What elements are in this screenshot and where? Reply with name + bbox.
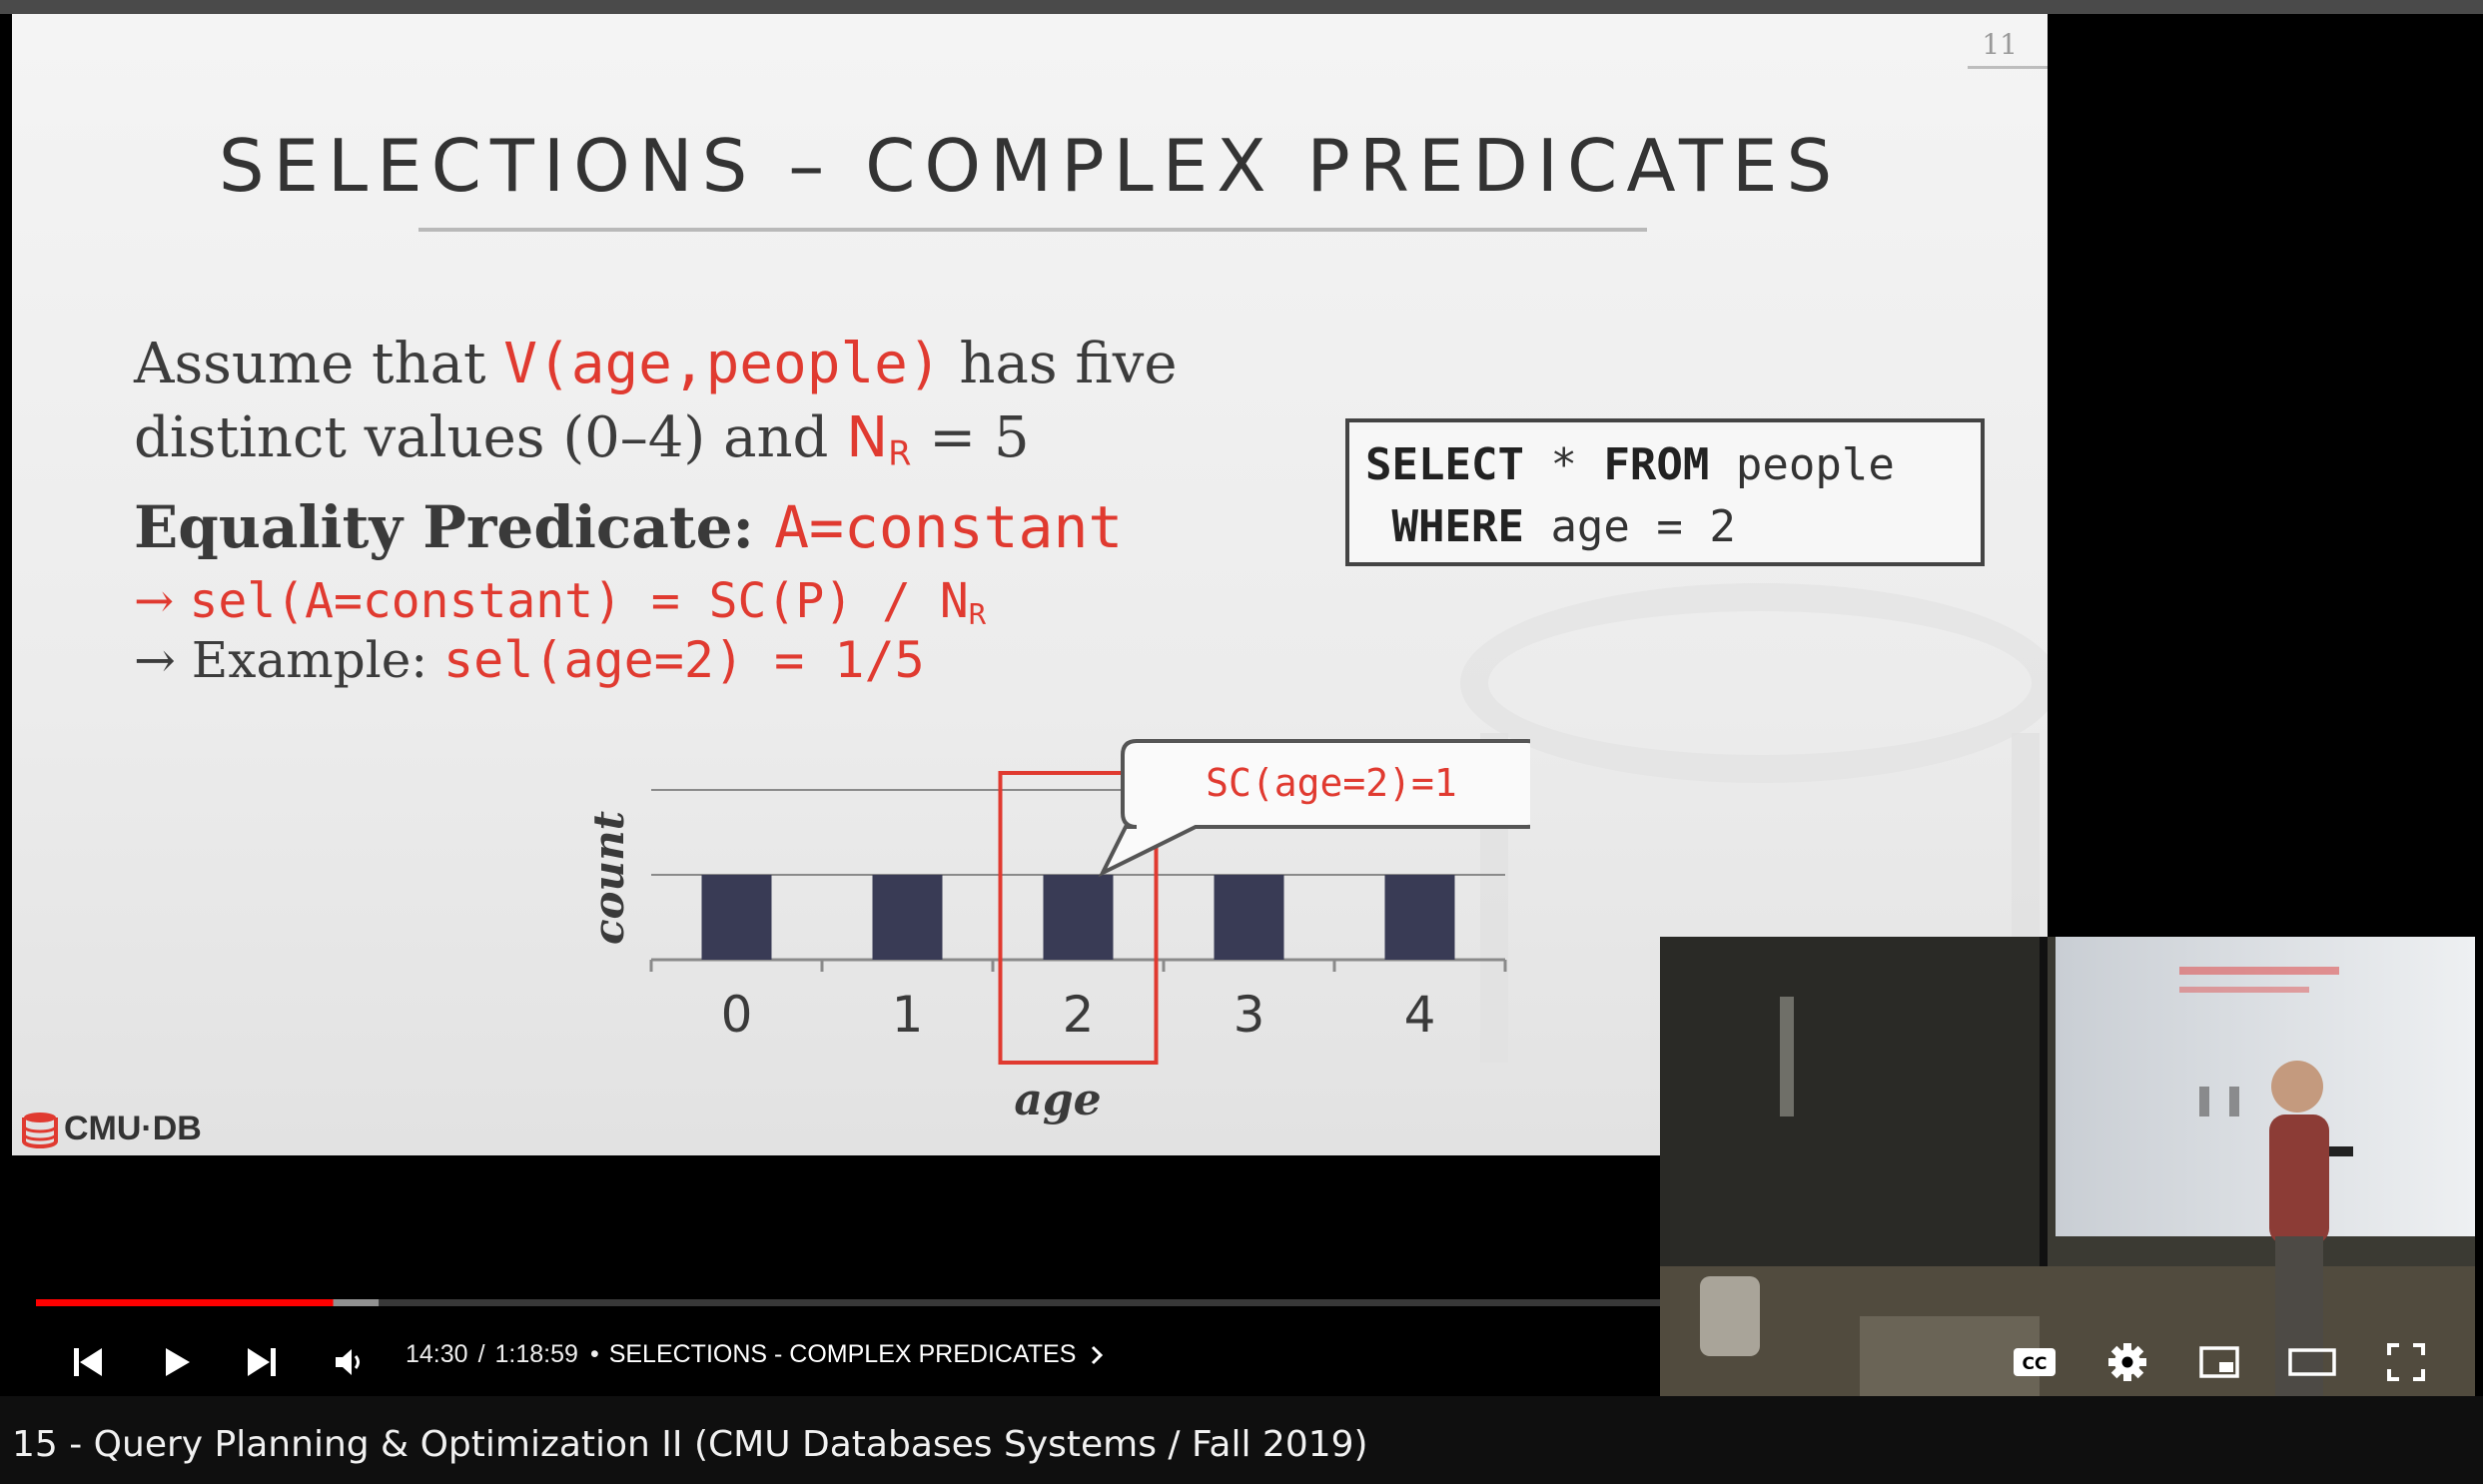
previous-button[interactable] [60,1322,116,1402]
previous-icon [74,1348,102,1376]
presenter-video [1660,937,2475,1396]
selectivity-example: → Example: sel(age=2) = 1/5 [134,631,925,689]
next-icon [248,1348,276,1376]
captions-icon: CC [2014,1348,2056,1376]
video-title: 15 - Query Planning & Optimization II (C… [12,1424,1368,1465]
theater-icon [2288,1348,2336,1376]
slide-number: 11 [1982,28,2018,61]
time-and-chapter: 14:30 / 1:18:59 • SELECTIONS - COMPLEX P… [406,1340,1108,1369]
next-button[interactable] [234,1322,290,1402]
x-tick-label: 2 [1063,986,1095,1044]
svg-text:CC: CC [2023,1354,2048,1374]
histogram-chart: 0 1 2 3 4 count age SC(age=2)=1 [584,739,1530,1125]
bar-2 [1043,875,1114,960]
top-strip [0,0,2483,14]
video-player[interactable]: 11 SELECTIONS – COMPLEX PREDICATES Assum… [0,14,2483,1396]
presenter-scene [1660,937,2475,1396]
fullscreen-icon [2387,1343,2425,1381]
x-axis-label: age [1014,1075,1101,1125]
y-axis-label: count [584,811,633,945]
slide-number-rule [1968,66,2048,69]
slide: 11 SELECTIONS – COMPLEX PREDICATES Assum… [12,14,2048,1155]
player-controls: 14:30 / 1:18:59 • SELECTIONS - COMPLEX P… [0,1322,2483,1402]
x-tick-label: 4 [1404,986,1436,1044]
assumption-line-2: distinct values (0–4) and NR = 5 [134,405,1030,473]
bar-4 [1384,875,1455,960]
title-rule [418,228,1647,232]
cmu-db-logo: CMU·DB [20,1110,202,1148]
volume-icon [336,1349,360,1375]
dot-separator: • [589,1340,599,1368]
duration: 1:18:59 [494,1340,578,1368]
fullscreen-button[interactable] [2375,1322,2437,1402]
miniplayer-button[interactable] [2189,1322,2249,1402]
callout-text: SC(age=2)=1 [1206,761,1457,805]
progress-played [36,1299,334,1306]
current-time: 14:30 [406,1340,468,1368]
captions-button[interactable]: CC [2004,1322,2066,1402]
settings-button[interactable] [2097,1322,2157,1402]
bar-0 [701,875,772,960]
callout-bubble [1098,739,1530,878]
highlight-box [998,771,1159,1065]
settings-icon [2108,1343,2146,1381]
progress-track [36,1299,1660,1306]
bar-3 [1214,875,1284,960]
slide-title: SELECTIONS – COMPLEX PREDICATES [218,124,1842,208]
x-tick-label: 0 [721,986,753,1044]
equality-predicate-heading: Equality Predicate: A=constant [134,493,1124,561]
miniplayer-icon [2199,1346,2239,1378]
sql-query-box: SELECT * FROM people WHERE age = 2 [1345,418,1985,566]
bar-1 [872,875,943,960]
selectivity-formula: → sel(A=constant) = SC(P) / NR [134,573,987,632]
time-separator: / [477,1340,485,1368]
database-logo-icon [22,1112,58,1148]
play-icon [166,1348,190,1376]
play-button[interactable] [148,1322,204,1402]
mute-button[interactable] [322,1322,378,1402]
x-tick-label: 1 [892,986,924,1044]
x-tick-label: 3 [1234,986,1265,1044]
chapter-title-button[interactable]: SELECTIONS - COMPLEX PREDICATES [608,1340,1077,1368]
assumption-line-1: Assume that V(age,people) has five [134,332,1178,396]
chevron-right-icon[interactable] [1086,1342,1108,1368]
progress-bar[interactable] [36,1299,1660,1306]
theater-mode-button[interactable] [2281,1322,2343,1402]
